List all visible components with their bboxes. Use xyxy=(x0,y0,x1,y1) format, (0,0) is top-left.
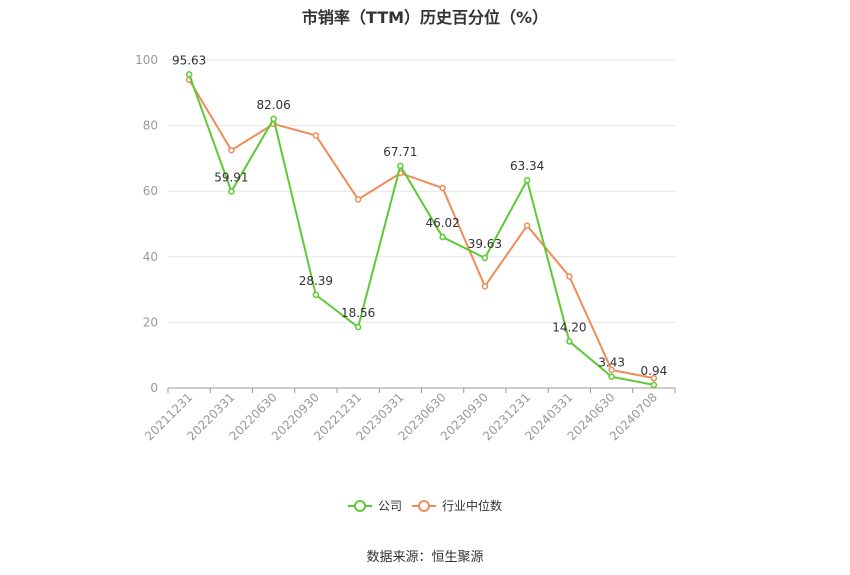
series-1-point-10 xyxy=(608,366,615,374)
data-source: 数据来源：恒生聚源 xyxy=(366,550,484,565)
y-tick-label-20: 20 xyxy=(143,315,158,329)
y-tick-label-100: 100 xyxy=(135,53,158,67)
data-label-11: 0.94 xyxy=(641,364,668,378)
series-0-point-4 xyxy=(354,323,362,331)
series-0-point-11 xyxy=(650,381,658,389)
series-1-point-6 xyxy=(439,184,446,192)
series-1-point-8 xyxy=(523,222,531,229)
data-label-5: 67.71 xyxy=(383,145,417,159)
series-1-point-9 xyxy=(566,273,573,280)
data-label-8: 63.34 xyxy=(510,159,544,173)
series-1-point-3 xyxy=(312,132,320,139)
y-tick-label-0: 0 xyxy=(150,381,158,395)
data-label-9: 14.20 xyxy=(552,320,586,334)
series-0-point-9 xyxy=(566,338,573,345)
series-0-point-2 xyxy=(270,115,277,123)
series-0-point-3 xyxy=(312,291,320,299)
data-label-6: 46.02 xyxy=(425,216,459,230)
chart-title: 市销率（TTM）历史百分位（%） xyxy=(301,8,549,27)
series-line-0 xyxy=(188,73,655,386)
series-0-point-5 xyxy=(397,162,404,170)
legend-label-1: 行业中位数 xyxy=(442,498,502,513)
y-tick-label-80: 80 xyxy=(143,119,158,133)
legend-marker-1 xyxy=(418,500,430,512)
legend-marker-0 xyxy=(354,500,366,512)
series-1-point-1 xyxy=(228,146,235,154)
data-label-3: 28.39 xyxy=(299,274,333,288)
data-label-2: 82.06 xyxy=(256,98,290,112)
series-0-point-7 xyxy=(481,254,489,262)
data-label-10: 3.43 xyxy=(598,356,625,370)
series-1-point-11 xyxy=(650,374,658,382)
data-label-7: 39.63 xyxy=(468,237,502,251)
series-0-point-1 xyxy=(228,188,235,195)
series-1-point-4 xyxy=(354,196,362,203)
series-line-1 xyxy=(188,79,655,380)
data-label-4: 18.56 xyxy=(341,306,375,320)
series-0-point-8 xyxy=(523,176,531,184)
y-tick-label-60: 60 xyxy=(143,184,158,198)
series-0-point-0 xyxy=(185,71,193,78)
data-label-0: 95.63 xyxy=(172,53,206,67)
series-0-point-10 xyxy=(608,373,615,380)
data-label-1: 59.91 xyxy=(214,170,248,184)
series-1-point-7 xyxy=(481,283,489,290)
y-tick-label-40: 40 xyxy=(143,250,158,264)
series-0-point-6 xyxy=(439,233,446,241)
legend-label-0: 公司 xyxy=(378,499,402,513)
